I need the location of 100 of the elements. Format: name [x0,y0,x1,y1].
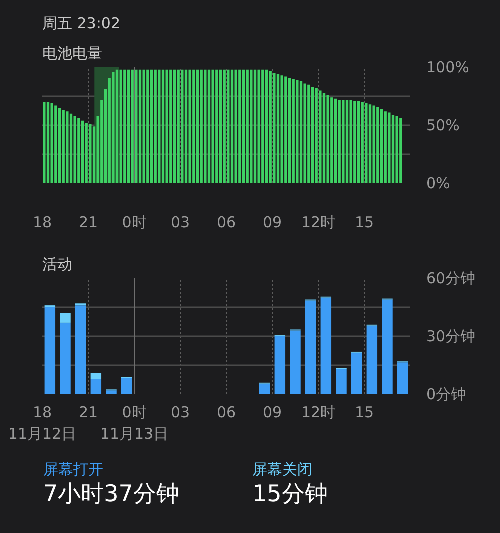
bar [50,103,54,184]
bar [196,70,200,184]
bar [384,112,387,184]
bar [234,70,238,184]
bar [322,93,326,184]
x-tick-label: 06 [216,404,236,422]
bar [135,70,138,184]
bar [116,70,119,184]
bar [200,70,203,184]
bar [204,70,207,184]
x-tick-label: 21 [78,404,98,422]
bar [223,70,226,184]
bar [74,116,76,184]
bar [162,70,165,184]
bar [330,98,334,184]
text: 周五 23:02 [42,14,120,32]
x-tick-label: 03 [170,404,190,422]
bar [280,76,284,184]
y-tick-label: 30分钟 [426,328,476,346]
bar [361,102,364,184]
bar [150,70,154,184]
bar [357,101,360,184]
bar [142,70,146,184]
bar [296,80,299,184]
bar [400,118,402,184]
bar [372,106,376,184]
bar [230,70,234,184]
bar [70,114,73,184]
bar [254,70,257,184]
bar [276,74,280,184]
bar [334,98,338,184]
bar [192,70,196,184]
bar [300,81,303,184]
bar [269,70,272,184]
bar [265,70,268,184]
bar [308,84,310,184]
bar [219,70,222,184]
x-tick-label: 06 [216,214,236,232]
bar [392,115,395,184]
x-tick-label: 0时 [122,214,147,232]
bar [58,108,62,184]
bar [78,118,80,184]
bar [212,70,214,184]
bar [319,90,322,184]
bar [89,124,92,184]
bar [166,70,168,184]
bar [246,70,249,184]
y-tick-label: 50% [426,116,460,134]
x-tick-label: 15 [354,404,374,422]
x-tick-label: 09 [262,404,282,422]
y-tick-label: 60分钟 [426,270,476,288]
x-tick-label: 18 11月12日 [8,404,77,444]
x-tick-label: 12时 [301,214,336,232]
bar [181,70,184,184]
bar [227,70,230,184]
x-tick-label: 15 [354,214,374,232]
bar [292,79,295,184]
bar [258,70,260,184]
bar [208,70,211,184]
bar [216,70,218,184]
text: 屏幕打开 [44,460,104,478]
bar [81,120,84,184]
x-tick-label: 03 [170,214,190,232]
bar [120,70,122,184]
bar [66,112,69,184]
bar [188,70,192,184]
bar [368,104,372,184]
bar [242,70,246,184]
bar [146,70,150,184]
x-tick-label: 18 [32,214,52,232]
bar [173,70,176,184]
bar [154,70,157,184]
bar [338,100,341,184]
bar [346,100,349,184]
bar [112,72,115,184]
bar [158,70,161,184]
x-tick-label: 0时 11月13日 [100,404,169,444]
bar [124,70,126,184]
chart-title: 活动 [42,256,72,274]
bar [273,73,276,184]
bar [262,70,264,184]
text: 7小时37分钟 [44,482,180,508]
bar [85,123,88,184]
bar [311,87,314,184]
bar [376,106,380,184]
bar [284,76,288,184]
x-tick-label: 12时 [301,404,336,422]
bar [131,70,134,184]
bar [238,70,242,184]
bar [396,116,398,184]
bar [184,70,188,184]
x-tick-label: 21 [78,214,98,232]
bar [43,102,46,184]
bar [127,70,130,184]
bar [354,101,356,184]
text: 15分钟 [252,482,328,508]
y-tick-label: 0% [426,174,450,192]
bar [350,100,352,184]
bar [46,102,50,184]
bar [388,112,391,184]
